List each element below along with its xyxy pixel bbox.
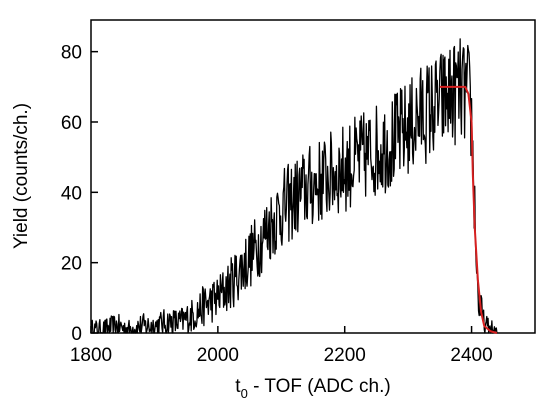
y-tick-label-40: 40 bbox=[61, 183, 82, 204]
y-tick-label-0: 0 bbox=[71, 324, 82, 345]
series-layer bbox=[90, 38, 498, 334]
plot-frame bbox=[90, 19, 536, 334]
x-tick-label-2000: 2000 bbox=[197, 345, 239, 366]
x-tick-label-2200: 2200 bbox=[324, 345, 366, 366]
x-axis-ticks: 1800 2000 2200 2400 bbox=[70, 326, 493, 366]
series-measured-line bbox=[90, 38, 498, 334]
y-tick-label-20: 20 bbox=[61, 254, 82, 275]
y-tick-label-60: 60 bbox=[61, 113, 82, 134]
y-axis-ticks: 0 20 40 60 80 bbox=[61, 43, 98, 345]
y-axis-label: Yield (counts/ch.) bbox=[11, 103, 32, 249]
x-tick-label-1800: 1800 bbox=[70, 345, 112, 366]
series-fit-line bbox=[439, 85, 498, 334]
x-axis-label-subscript: 0 bbox=[241, 386, 248, 401]
y-tick-label-80: 80 bbox=[61, 43, 82, 64]
x-axis-label: t0 - TOF (ADC ch.) bbox=[235, 376, 390, 401]
x-axis-label-main: t bbox=[235, 376, 241, 397]
x-axis-label-rest: - TOF (ADC ch.) bbox=[248, 376, 391, 397]
x-tick-label-2400: 2400 bbox=[450, 345, 492, 366]
